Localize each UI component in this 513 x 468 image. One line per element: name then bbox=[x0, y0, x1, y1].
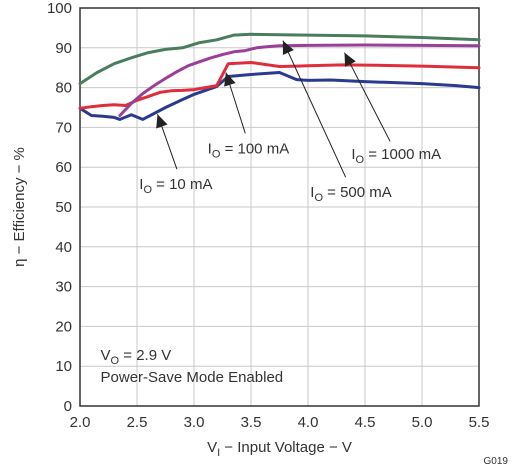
y-tick-label: 30 bbox=[55, 279, 72, 296]
y-tick-label: 20 bbox=[55, 318, 72, 335]
annotation-label: IO = 500 mA bbox=[310, 184, 392, 204]
annotation-arrowhead bbox=[224, 72, 236, 87]
y-tick-label: 90 bbox=[55, 40, 72, 57]
annotation-label-sub: O bbox=[143, 184, 152, 196]
annotation-label: IO = 1000 mA bbox=[351, 146, 441, 166]
annotation-label: IO = 100 mA bbox=[208, 140, 290, 160]
grid bbox=[80, 8, 479, 406]
annotation-label-main: I bbox=[351, 146, 355, 163]
condition-vo-rest: = 2.9 V bbox=[119, 347, 171, 364]
x-axis-title-main: V bbox=[207, 439, 217, 456]
annotation-leader-line bbox=[344, 52, 391, 142]
series-line bbox=[78, 71, 481, 121]
annotation-label: IO = 10 mA bbox=[139, 176, 212, 196]
plot-frame bbox=[79, 7, 480, 407]
x-tick-label: 2.5 bbox=[127, 414, 148, 431]
annotation-label-rest: = 100 mA bbox=[220, 140, 289, 157]
annotation-label-rest: = 500 mA bbox=[323, 184, 392, 201]
y-tick-label: 100 bbox=[47, 0, 72, 17]
annotation-label-rest: = 1000 mA bbox=[364, 146, 441, 163]
condition-textbox: VO = 2.9 V Power-Save Mode Enabled bbox=[101, 347, 284, 386]
series-line bbox=[78, 61, 481, 110]
series-lines bbox=[78, 32, 481, 121]
condition-line-mode: Power-Save Mode Enabled bbox=[101, 369, 284, 386]
y-tick-label: 10 bbox=[55, 358, 72, 375]
series-line bbox=[118, 43, 481, 117]
x-axis-title-rest: − Input Voltage − V bbox=[220, 439, 352, 456]
condition-vo-sub: O bbox=[111, 355, 120, 367]
x-tick-label: 3.0 bbox=[184, 414, 205, 431]
y-tick-label: 70 bbox=[55, 119, 72, 136]
tick-labels: 2.0 2.5 3.0 3.5 4.0 4.5 5.0 5.5 0 10 20 30 40 50 60 70 8… bbox=[47, 0, 489, 431]
condition-vo-main: V bbox=[101, 347, 111, 364]
y-tick-label: 60 bbox=[55, 159, 72, 176]
figure-code: G019 bbox=[484, 456, 509, 467]
annotation-label-sub: O bbox=[314, 192, 323, 204]
x-tick-label: 3.5 bbox=[241, 414, 262, 431]
x-tick-label: 5.0 bbox=[412, 414, 433, 431]
y-tick-label: 50 bbox=[55, 199, 72, 216]
x-tick-label: 4.0 bbox=[298, 414, 319, 431]
annotation-leader-line bbox=[282, 40, 347, 178]
condition-line-vo: VO = 2.9 V bbox=[101, 347, 172, 367]
annotation-label-main: I bbox=[139, 176, 143, 193]
annotation-label-sub: O bbox=[355, 154, 364, 166]
annotation-label-main: I bbox=[310, 184, 314, 201]
x-tick-label: 4.5 bbox=[355, 414, 376, 431]
y-tick-label: 0 bbox=[64, 398, 72, 415]
x-axis-title-sub: I bbox=[217, 447, 220, 459]
y-axis-title: η − Efficiency − % bbox=[11, 147, 28, 267]
annotation-label-main: I bbox=[208, 140, 212, 157]
y-tick-label: 80 bbox=[55, 80, 72, 97]
annotation-arrowhead bbox=[156, 114, 168, 129]
x-tick-label: 2.0 bbox=[70, 414, 91, 431]
annotation-label-rest: = 10 mA bbox=[152, 176, 212, 193]
annotation-arrowhead bbox=[344, 52, 356, 67]
x-tick-label: 5.5 bbox=[469, 414, 490, 431]
annotation-arrowhead bbox=[282, 40, 294, 55]
annotation-label-sub: O bbox=[212, 148, 221, 160]
y-tick-label: 40 bbox=[55, 239, 72, 256]
x-axis-title: VI − Input Voltage − V bbox=[207, 439, 352, 459]
series-line bbox=[78, 32, 481, 86]
